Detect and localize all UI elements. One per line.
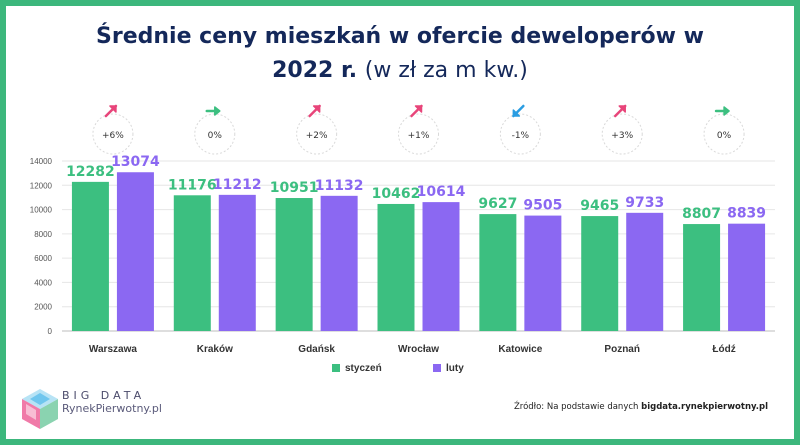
legend-label: luty	[446, 363, 464, 374]
y-tick-label: 14000	[30, 157, 53, 166]
data-label: 11212	[213, 177, 262, 193]
change-label: +1%	[408, 131, 430, 141]
change-arrow-head	[723, 106, 730, 116]
change-label: 0%	[208, 131, 223, 141]
legend-label: styczeń	[345, 363, 382, 374]
x-tick-label: Kraków	[197, 344, 233, 355]
bar	[479, 214, 517, 331]
change-arrow-head	[512, 109, 521, 117]
data-label: 10614	[417, 184, 466, 200]
y-tick-label: 12000	[30, 181, 53, 190]
data-label: 9465	[580, 198, 619, 214]
data-label: 10951	[270, 180, 319, 196]
y-tick-label: 6000	[34, 254, 52, 263]
y-tick-label: 0	[48, 327, 53, 336]
title-unit: (w zł za m kw.)	[364, 58, 528, 83]
y-tick-label: 4000	[34, 278, 52, 287]
data-label: 8807	[682, 206, 721, 222]
change-label: -1%	[512, 131, 530, 141]
bar	[581, 216, 619, 331]
x-tick-label: Katowice	[498, 344, 542, 355]
y-tick-label: 8000	[34, 230, 52, 239]
change-badge	[296, 113, 338, 155]
change-arrow-head	[618, 105, 626, 113]
change-arrow-head	[312, 105, 321, 113]
data-label: 11176	[168, 177, 217, 193]
change-arrow-head	[414, 105, 423, 113]
y-tick-label: 10000	[30, 206, 53, 215]
legend-swatch	[433, 364, 441, 372]
bar	[275, 198, 313, 331]
change-badge	[601, 113, 643, 155]
title-line1: Średnie ceny mieszkań w ofercie dewelope…	[96, 24, 704, 49]
y-tick-label: 2000	[34, 303, 52, 312]
data-label: 9627	[478, 196, 517, 212]
logo-cube-icon	[22, 389, 58, 429]
logo: BIG DATA RynekPierwotny.pl	[62, 389, 162, 415]
bar	[524, 215, 562, 331]
source-note: Źródło: Na podstawie danych bigdata.ryne…	[514, 402, 768, 412]
legend-swatch	[332, 364, 340, 372]
data-label: 12282	[66, 164, 115, 180]
change-arrow-head	[214, 106, 221, 116]
change-badge	[92, 113, 134, 155]
bar	[71, 181, 109, 331]
data-label: 13074	[111, 154, 160, 170]
bar	[683, 224, 721, 331]
x-tick-label: Poznań	[604, 344, 640, 355]
change-badge	[398, 113, 439, 155]
bar	[626, 212, 664, 331]
bar	[218, 194, 256, 331]
data-label: 9733	[625, 195, 664, 211]
chart-title: Średnie ceny mieszkań w ofercie dewelope…	[0, 20, 800, 88]
change-label: +3%	[611, 131, 633, 141]
bar	[422, 202, 460, 331]
data-label: 11132	[315, 178, 364, 194]
bar	[173, 195, 211, 331]
data-label: 9505	[523, 198, 562, 214]
logo-line1: BIG DATA	[62, 389, 146, 402]
change-label: +2%	[306, 131, 328, 141]
data-label: 10462	[372, 186, 421, 202]
title-year: 2022 r.	[272, 58, 358, 83]
bar	[320, 195, 358, 331]
change-label: 0%	[717, 131, 732, 141]
change-label: +6%	[102, 131, 124, 141]
x-tick-label: Wrocław	[398, 344, 439, 355]
x-tick-label: Gdańsk	[298, 344, 335, 355]
logo-line2: RynekPierwotny.pl	[62, 402, 162, 415]
change-badge	[499, 113, 541, 155]
data-label: 8839	[727, 206, 766, 222]
source-prefix: Źródło: Na podstawie danych	[513, 402, 639, 412]
bar	[116, 172, 154, 331]
source-site: bigdata.rynekpierwotny.pl	[641, 402, 768, 412]
bar	[377, 203, 415, 331]
change-arrow-head	[109, 105, 117, 113]
x-tick-label: Łódź	[712, 344, 735, 355]
bar	[728, 223, 766, 331]
x-tick-label: Warszawa	[89, 344, 137, 355]
